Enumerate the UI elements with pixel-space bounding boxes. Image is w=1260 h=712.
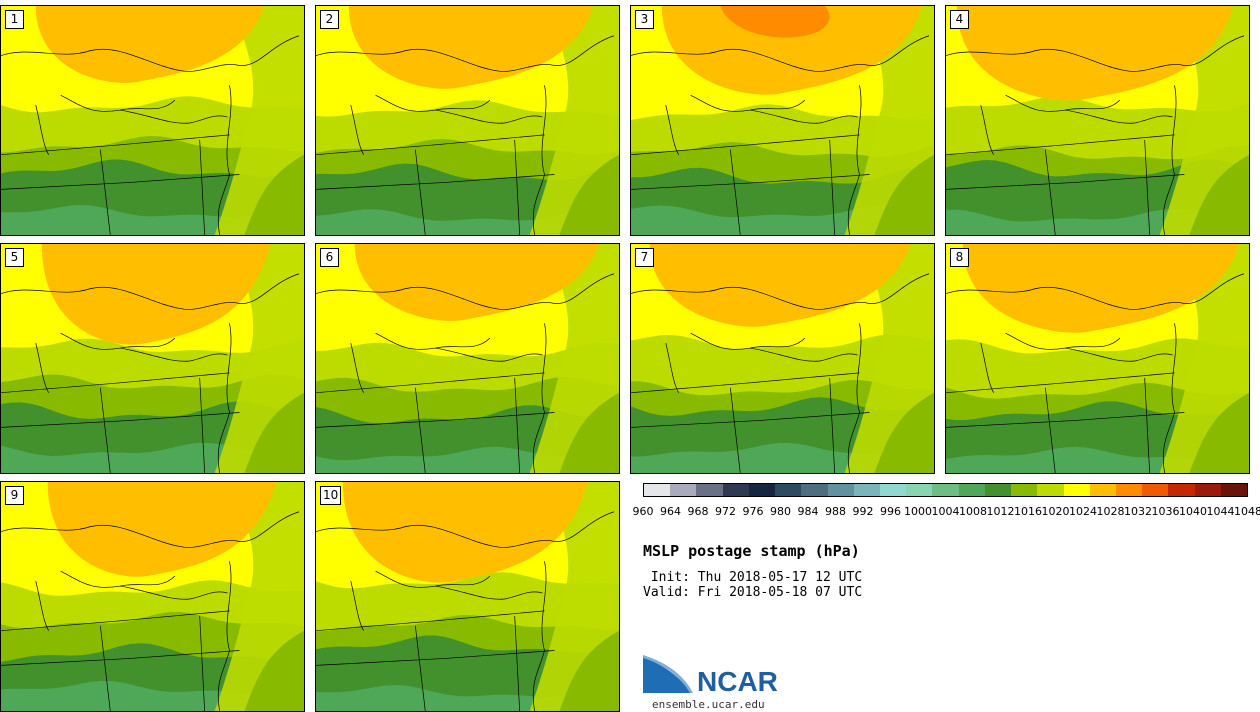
colorbar-tick-label: 1044: [1206, 505, 1235, 518]
colorbar-tick-label: 1016: [1014, 505, 1042, 518]
colorbar-swatch: [932, 484, 959, 496]
colorbar-tick-label: 1032: [1124, 505, 1152, 518]
colorbar-tick-label: 1048: [1234, 505, 1260, 518]
map-panel: 6: [315, 243, 620, 474]
mslp-map: [1, 6, 304, 235]
pressure-colorbar: [643, 483, 1248, 497]
colorbar-tick-label: 1020: [1041, 505, 1070, 518]
colorbar-swatch: [775, 484, 802, 496]
mslp-map: [631, 6, 934, 235]
colorbar-tick-label: 1008: [959, 505, 987, 518]
map-panel: 3: [630, 5, 935, 236]
colorbar-swatch: [1194, 484, 1221, 496]
init-time: Init: Thu 2018-05-17 12 UTC: [643, 570, 863, 585]
colorbar-swatch: [1115, 484, 1143, 496]
panel-number: 9: [5, 486, 24, 505]
colorbar-swatch: [984, 484, 1012, 496]
colorbar-swatch: [722, 484, 749, 496]
colorbar-tick-label: 972: [715, 505, 736, 518]
ncar-logo-text: NCAR: [697, 666, 778, 697]
colorbar-swatch: [748, 484, 776, 496]
colorbar-tick-label: 1012: [986, 505, 1015, 518]
colorbar-tick-label: 992: [852, 505, 874, 518]
mslp-map: [1, 482, 304, 711]
colorbar-tick-label: 964: [660, 505, 681, 518]
panel-number: 7: [635, 248, 654, 267]
colorbar-tick-label: 984: [797, 505, 819, 518]
colorbar-swatch: [1142, 484, 1169, 496]
ncar-logo-icon: [643, 655, 693, 693]
panel-number: 10: [320, 486, 342, 505]
map-panel: 8: [945, 243, 1250, 474]
colorbar-tick-label: 988: [825, 505, 846, 518]
colorbar-tick-label: 996: [880, 505, 901, 518]
colorbar-tick-label: 976: [742, 505, 764, 518]
colorbar-swatch: [827, 484, 854, 496]
site-url: ensemble.ucar.edu: [652, 698, 765, 711]
panel-number: 2: [320, 10, 339, 29]
map-panel: 2: [315, 5, 620, 236]
mslp-map: [316, 244, 619, 473]
map-panel: 1: [0, 5, 305, 236]
colorbar-tick-label: 1004: [931, 505, 960, 518]
chart-title: MSLP postage stamp (hPa): [643, 542, 860, 560]
colorbar-swatch: [879, 484, 907, 496]
colorbar-swatch: [644, 484, 671, 496]
panel-number: 4: [950, 10, 969, 29]
map-panel: 4: [945, 5, 1250, 236]
colorbar-swatch: [906, 484, 933, 496]
colorbar-swatch: [670, 484, 697, 496]
panel-number: 3: [635, 10, 654, 29]
colorbar-swatch: [1011, 484, 1038, 496]
map-panel: 7: [630, 243, 935, 474]
colorbar-tick-label: 960: [632, 505, 654, 518]
mslp-map: [316, 6, 619, 235]
colorbar-tick-label: 1000: [904, 505, 932, 518]
mslp-map: [631, 244, 934, 473]
panel-number: 8: [950, 248, 969, 267]
colorbar-tick-label: 1040: [1179, 505, 1207, 518]
colorbar-swatch: [696, 484, 723, 496]
colorbar-swatch: [801, 484, 828, 496]
panel-number: 6: [320, 248, 339, 267]
colorbar-tick-label: 1036: [1151, 505, 1180, 518]
mslp-map: [946, 6, 1249, 235]
colorbar-tick-label: 968: [687, 505, 709, 518]
colorbar-tick-label: 1024: [1069, 505, 1097, 518]
colorbar-swatch: [853, 484, 880, 496]
valid-time: Valid: Fri 2018-05-18 07 UTC: [643, 585, 863, 600]
mslp-map: [316, 482, 619, 711]
map-panel: 5: [0, 243, 305, 474]
colorbar-swatch: [1089, 484, 1116, 496]
colorbar-tick-label: 1028: [1096, 505, 1125, 518]
mslp-map: [1, 244, 304, 473]
colorbar-swatch: [1063, 484, 1090, 496]
colorbar-tick-labels: 960 964 968 972 976 980 984 988 992 996 1000 1004 10…: [633, 505, 1260, 521]
colorbar-swatch: [958, 484, 985, 496]
panel-number: 1: [5, 10, 24, 29]
colorbar-swatch: [1220, 484, 1248, 496]
panel-number: 5: [5, 248, 24, 267]
colorbar-swatch: [1168, 484, 1195, 496]
colorbar-swatch: [1037, 484, 1064, 496]
map-panel: 9: [0, 481, 305, 712]
colorbar-tick-label: 980: [770, 505, 791, 518]
mslp-map: [946, 244, 1249, 473]
map-panel: 10: [315, 481, 620, 712]
